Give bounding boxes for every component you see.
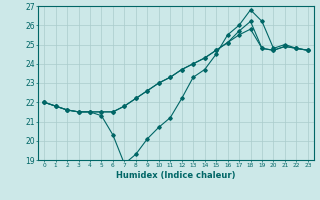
X-axis label: Humidex (Indice chaleur): Humidex (Indice chaleur) — [116, 171, 236, 180]
